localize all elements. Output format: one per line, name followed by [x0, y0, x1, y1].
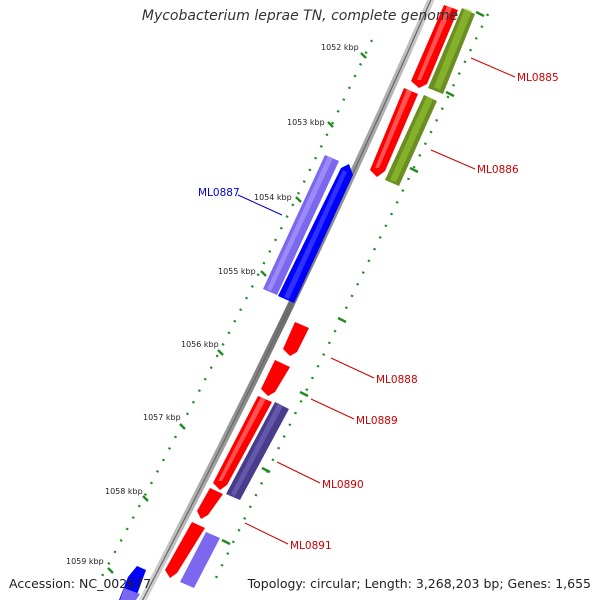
genome-backbone	[138, 0, 435, 600]
gene-label-ml0885: ML0885	[517, 72, 559, 84]
genome-summary: Topology: circular; Length: 3,268,203 bp…	[247, 576, 591, 591]
gene-label-ml0888: ML0888	[376, 374, 418, 386]
cds-forward-top	[411, 5, 458, 88]
cds-forward-ml0891	[165, 522, 205, 578]
olive-gene-ml0885	[428, 8, 475, 94]
cds-forward-ml0889	[261, 360, 290, 396]
gene-labels: ML0885 ML0886 ML0887 ML0888 ML0889 ML089…	[198, 72, 559, 552]
cds-forward-ml0888	[283, 322, 309, 356]
gene-label-ml0886: ML0886	[477, 164, 519, 176]
kbp-label-1054: 1054 kbp	[254, 193, 292, 202]
cds-reverse-ml0890	[226, 402, 289, 500]
kbp-label-1052: 1052 kbp	[321, 43, 359, 52]
kbp-label-1056: 1056 kbp	[181, 340, 219, 349]
gene-label-ml0890: ML0890	[322, 479, 364, 491]
accession-label: Accession: NC_002677	[9, 576, 152, 591]
kbp-label-1053: 1053 kbp	[287, 118, 325, 127]
gene-label-ml0889: ML0889	[356, 415, 398, 427]
gene-label-ml0891: ML0891	[290, 540, 332, 552]
kbp-label-1059: 1059 kbp	[66, 557, 104, 566]
cds-reverse-ml0891	[180, 532, 220, 588]
cds-reverse-ml0887	[263, 155, 339, 295]
scale-dots-left	[98, 39, 374, 581]
gene-label-ml0887: ML0887	[198, 187, 240, 199]
cds-forward-ml0891-small	[197, 488, 223, 519]
kbp-label-1055: 1055 kbp	[218, 267, 256, 276]
map-title: Mycobacterium leprae TN, complete genome	[141, 8, 459, 24]
olive-gene-ml0886	[385, 95, 437, 186]
cds-forward-ml0886	[370, 88, 418, 177]
major-ticks	[107, 10, 485, 574]
kbp-label-1057: 1057 kbp	[143, 413, 181, 422]
kbp-label-1058: 1058 kbp	[105, 487, 143, 496]
cds-reverse-bottom	[119, 566, 146, 600]
leader-lines	[237, 57, 516, 545]
kbp-labels: 1052 kbp 1053 kbp 1054 kbp 1055 kbp 1056…	[66, 43, 359, 566]
cds-forward-ml0890-red	[213, 396, 272, 490]
cds-reverse-ml0887-dark	[278, 164, 353, 303]
scale-dots-right	[213, 13, 490, 581]
